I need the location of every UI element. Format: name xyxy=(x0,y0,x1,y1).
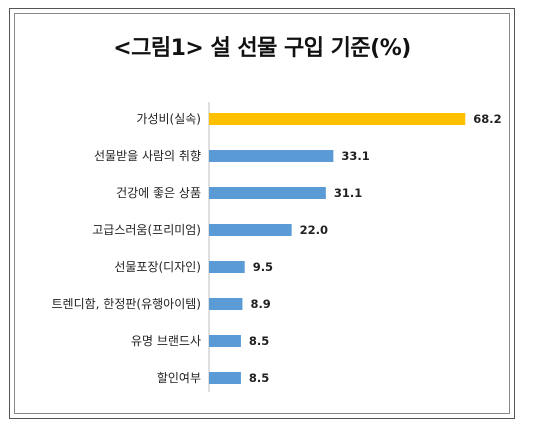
bar-5 xyxy=(209,298,243,310)
bar-1 xyxy=(209,150,334,162)
bar-2 xyxy=(209,187,326,199)
category-label-7: 할인여부 xyxy=(157,371,201,385)
value-label-0: 68.2 xyxy=(473,112,501,126)
chart-frame-inner xyxy=(14,13,510,414)
category-label-3: 고급스러움(프리미엄) xyxy=(92,223,201,237)
chart-title: <그림1> 설 선물 구입 기준(%) xyxy=(113,36,411,61)
chart-frame-outer xyxy=(9,8,515,419)
bar-3 xyxy=(209,224,292,236)
bar-6 xyxy=(209,335,241,347)
category-label-1: 선물받을 사람의 취향 xyxy=(94,149,201,163)
bar-7 xyxy=(209,372,241,384)
category-label-0: 가성비(실속) xyxy=(136,112,201,126)
bar-0 xyxy=(209,113,466,125)
value-label-1: 33.1 xyxy=(341,149,369,163)
value-label-5: 8.9 xyxy=(250,297,270,311)
category-label-4: 선물포장(디자인) xyxy=(114,260,201,274)
value-label-3: 22.0 xyxy=(300,223,328,237)
category-label-6: 유명 브랜드사 xyxy=(131,334,201,348)
category-label-5: 트렌디함, 한정판(유행아이템) xyxy=(52,296,201,311)
value-label-4: 9.5 xyxy=(253,260,273,274)
value-label-2: 31.1 xyxy=(334,186,362,200)
value-label-6: 8.5 xyxy=(249,334,269,348)
category-label-2: 건강에 좋은 상품 xyxy=(116,186,201,200)
bar-4 xyxy=(209,261,245,273)
value-label-7: 8.5 xyxy=(249,371,269,385)
